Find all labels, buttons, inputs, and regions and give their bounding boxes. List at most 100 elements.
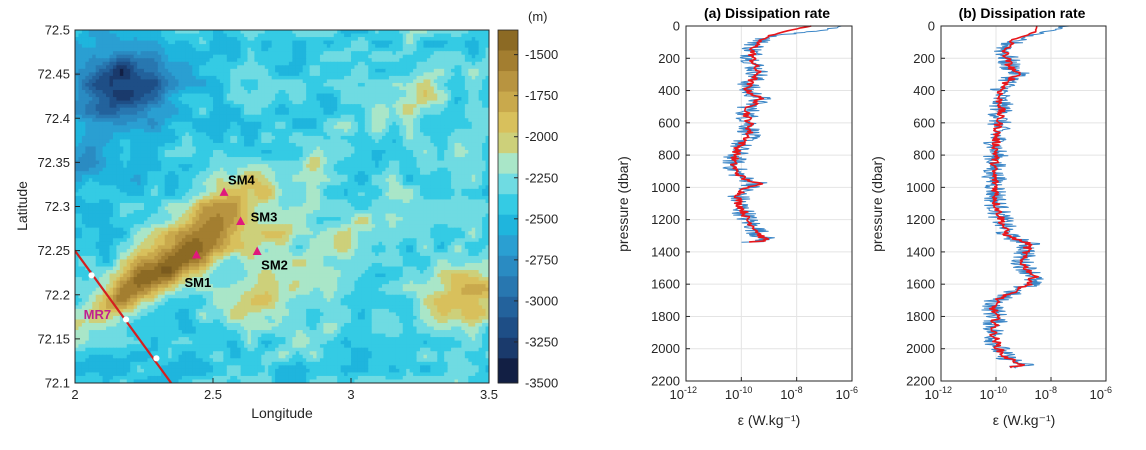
depth-cell — [278, 68, 283, 73]
depth-cell — [233, 97, 238, 102]
depth-cell — [461, 65, 466, 70]
depth-cell — [375, 125, 380, 130]
depth-cell — [157, 132, 162, 137]
depth-cell — [123, 153, 128, 158]
depth-cell — [154, 33, 159, 38]
depth-cell — [240, 51, 245, 56]
depth-cell — [233, 44, 238, 49]
depth-cell — [216, 100, 221, 105]
depth-cell — [230, 68, 235, 73]
depth-cell — [437, 107, 442, 112]
depth-cell — [288, 68, 293, 73]
depth-cell — [457, 82, 462, 88]
depth-cell — [282, 125, 287, 130]
depth-cell — [206, 100, 211, 105]
depth-cell — [330, 167, 335, 172]
depth-cell — [261, 61, 266, 66]
depth-cell — [223, 68, 228, 73]
depth-cell — [219, 107, 224, 112]
depth-cell — [451, 135, 456, 141]
depth-cell — [268, 114, 273, 119]
depth-cell — [137, 107, 142, 112]
depth-cell — [285, 125, 290, 130]
depth-cell — [402, 30, 407, 35]
depth-cell — [268, 79, 273, 84]
depth-cell — [437, 164, 442, 169]
depth-cell — [485, 111, 489, 116]
depth-cell — [399, 97, 404, 102]
depth-cell — [354, 82, 359, 88]
depth-cell — [126, 171, 131, 176]
depth-cell — [395, 132, 400, 137]
depth-cell — [244, 100, 249, 105]
depth-cell — [106, 132, 111, 137]
depth-cell — [106, 44, 111, 49]
depth-cell — [213, 171, 218, 176]
depth-cell — [116, 47, 121, 52]
depth-cell — [357, 30, 362, 35]
depth-cell — [147, 30, 152, 35]
depth-cell — [423, 146, 428, 151]
depth-cell — [354, 146, 359, 151]
depth-cell — [306, 75, 311, 81]
depth-cell — [361, 146, 366, 151]
depth-cell — [485, 86, 489, 91]
depth-cell — [464, 40, 469, 45]
depth-cell — [140, 104, 145, 109]
depth-cell — [395, 128, 400, 133]
depth-cell — [316, 100, 321, 105]
depth-cell — [454, 93, 459, 98]
depth-cell — [264, 118, 269, 123]
depth-cell — [185, 100, 190, 105]
depth-cell — [375, 90, 380, 95]
depth-cell — [437, 128, 442, 133]
depth-cell — [175, 40, 180, 45]
depth-cell — [268, 86, 273, 91]
depth-cell — [475, 51, 480, 56]
depth-cell — [326, 132, 331, 137]
depth-cell — [133, 114, 138, 119]
depth-cell — [385, 114, 390, 119]
depth-cell — [171, 153, 176, 158]
depth-cell — [437, 72, 442, 77]
depth-cell — [295, 167, 300, 172]
depth-cell — [230, 51, 235, 56]
depth-cell — [313, 47, 318, 52]
depth-cell — [250, 37, 255, 42]
depth-cell — [185, 125, 190, 130]
depth-cell — [199, 44, 204, 49]
depth-cell — [371, 40, 376, 45]
depth-cell — [123, 171, 128, 176]
depth-cell — [385, 33, 390, 38]
depth-cell — [254, 157, 259, 162]
depth-cell — [333, 164, 338, 169]
depth-cell — [75, 132, 80, 137]
depth-cell — [133, 97, 138, 102]
depth-cell — [109, 72, 114, 77]
depth-cell — [344, 135, 349, 141]
depth-cell — [88, 160, 93, 165]
depth-cell — [230, 61, 235, 66]
depth-cell — [81, 150, 86, 155]
depth-cell — [233, 33, 238, 38]
depth-cell — [326, 97, 331, 102]
depth-cell — [254, 68, 259, 73]
depth-cell — [364, 121, 369, 126]
depth-cell — [268, 37, 273, 42]
depth-cell — [323, 90, 328, 95]
depth-cell — [478, 125, 483, 130]
depth-cell — [144, 121, 149, 126]
depth-cell — [471, 86, 476, 91]
depth-cell — [323, 167, 328, 172]
depth-cell — [282, 47, 287, 52]
depth-cell — [275, 47, 280, 52]
depth-cell — [440, 125, 445, 130]
depth-cell — [457, 37, 462, 42]
depth-cell — [309, 142, 314, 148]
depth-cell — [316, 75, 321, 81]
depth-cell — [354, 44, 359, 49]
depth-cell — [409, 37, 414, 42]
depth-cell — [402, 157, 407, 162]
depth-cell — [482, 51, 487, 56]
depth-cell — [437, 100, 442, 105]
